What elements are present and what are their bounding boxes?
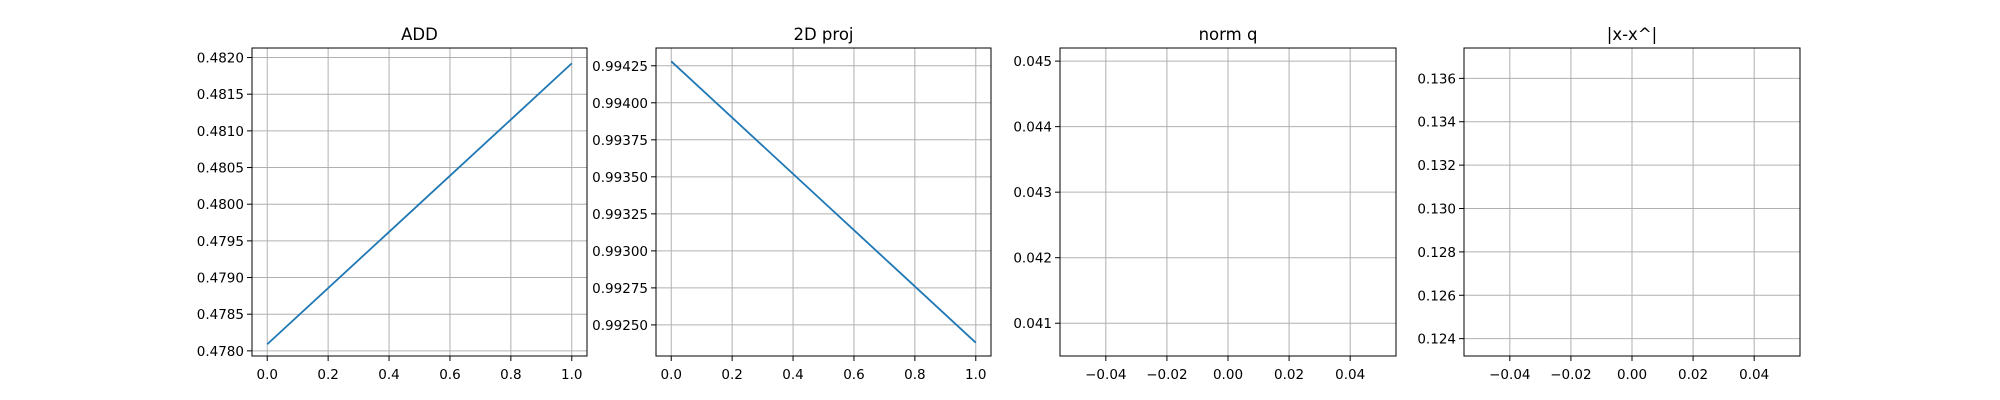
x-tick-label: 0.6: [843, 367, 864, 383]
x-tick-label: −0.02: [1550, 367, 1591, 383]
x-tick-label: −0.04: [1085, 367, 1126, 383]
x-tick-label: 0.02: [1678, 367, 1708, 383]
y-tick-label: 0.4800: [197, 197, 244, 213]
subplot-2: 0.0 0.2 0.4 0.6 0.8 1.0 0.99250 0.99275 0.99300 0…: [592, 25, 992, 383]
x-tick-label: 1.0: [965, 367, 986, 383]
subplot-3: −0.04 −0.02 0.00 0.02 0.04 0.041 0.042 0.043 0.0…: [1013, 25, 1397, 383]
x-tick-label: 0.04: [1739, 367, 1769, 383]
x-tick-label: 0.4: [782, 367, 803, 383]
y-tick-label: 0.4790: [197, 271, 244, 287]
y-tick-label: 0.132: [1417, 158, 1456, 174]
subplot-title: ADD: [401, 25, 438, 44]
y-tick-label: 0.126: [1417, 288, 1456, 304]
series-line: [670, 60, 977, 344]
y-tick-label: 0.130: [1417, 202, 1456, 218]
y-tick-label: 0.99300: [592, 244, 648, 260]
x-tick-label: 0.6: [439, 367, 460, 383]
subplot-title: 2D proj: [793, 25, 853, 44]
subplot-1: 0.0 0.2 0.4 0.6 0.8 1.0 0.4780 0.4785 0.4790 0.47…: [197, 25, 588, 383]
y-tick-label: 0.136: [1417, 71, 1456, 87]
x-tick-label: 1.0: [561, 367, 582, 383]
x-tick-label: −0.02: [1146, 367, 1187, 383]
x-tick-label: 0.0: [256, 367, 277, 383]
subplot-title: |x-x^|: [1607, 25, 1657, 44]
x-tick-label: 0.8: [500, 367, 521, 383]
y-tick-label: 0.4785: [197, 307, 244, 323]
y-tick-label: 0.99350: [592, 170, 648, 186]
x-tick-label: 0.2: [721, 367, 742, 383]
x-tick-label: 0.8: [904, 367, 925, 383]
x-tick-label: 0.2: [317, 367, 338, 383]
y-tick-label: 0.043: [1013, 185, 1052, 201]
x-tick-label: 0.00: [1617, 367, 1647, 383]
y-tick-label: 0.045: [1013, 54, 1052, 70]
y-tick-label: 0.99325: [592, 207, 648, 223]
y-tick-label: 0.99375: [592, 133, 648, 149]
y-tick-label: 0.042: [1013, 251, 1052, 267]
x-tick-label: 0.4: [378, 367, 399, 383]
x-tick-label: 0.02: [1274, 367, 1304, 383]
x-tick-label: 0.04: [1335, 367, 1365, 383]
y-tick-label: 0.4805: [197, 161, 244, 177]
y-tick-label: 0.4820: [197, 51, 244, 67]
series-line: [266, 62, 573, 345]
y-tick-label: 0.99250: [592, 318, 648, 334]
y-tick-label: 0.4815: [197, 87, 244, 103]
axes-frame: [251, 47, 588, 357]
x-tick-label: −0.04: [1489, 367, 1530, 383]
x-tick-label: 0.00: [1213, 367, 1243, 383]
y-tick-label: 0.4780: [197, 344, 244, 360]
y-tick-label: 0.041: [1013, 316, 1052, 332]
subplot-title: norm q: [1199, 25, 1258, 44]
y-tick-label: 0.4795: [197, 234, 244, 250]
y-tick-label: 0.99400: [592, 96, 648, 112]
y-tick-label: 0.044: [1013, 120, 1052, 136]
y-tick-label: 0.99425: [592, 59, 648, 75]
y-tick-label: 0.124: [1417, 332, 1456, 348]
y-tick-label: 0.134: [1417, 115, 1456, 131]
y-tick-label: 0.99275: [592, 281, 648, 297]
y-tick-label: 0.4810: [197, 124, 244, 140]
x-tick-label: 0.0: [660, 367, 681, 383]
y-tick-label: 0.128: [1417, 245, 1456, 261]
axes-frame: [655, 47, 992, 357]
subplot-4: −0.04 −0.02 0.00 0.02 0.04 0.124 0.126 0.128 0.1…: [1417, 25, 1801, 383]
